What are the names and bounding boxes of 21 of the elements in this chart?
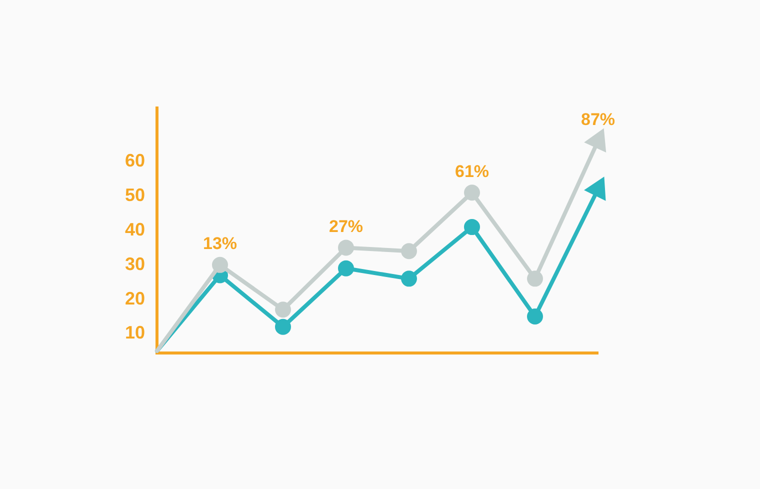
- annotation: 13%: [202, 234, 238, 254]
- point: [464, 219, 480, 236]
- point: [527, 308, 543, 325]
- y-tick-label: 60: [124, 150, 145, 171]
- point: [275, 302, 291, 318]
- point: [338, 240, 354, 256]
- point: [401, 243, 417, 260]
- y-tick-label: 30: [124, 254, 145, 274]
- y-tick-label: 20: [124, 288, 145, 308]
- annotation: 27%: [328, 216, 364, 236]
- point: [212, 256, 228, 273]
- point: [464, 184, 480, 201]
- point: [275, 318, 291, 335]
- annotation: 61%: [454, 162, 490, 181]
- point: [401, 270, 417, 287]
- point: [527, 270, 543, 287]
- point: [338, 260, 354, 276]
- y-tick-label: 40: [124, 219, 145, 240]
- annotation: 87%: [580, 110, 616, 130]
- y-tick-label: 10: [124, 322, 145, 343]
- y-tick-label: 50: [124, 185, 145, 206]
